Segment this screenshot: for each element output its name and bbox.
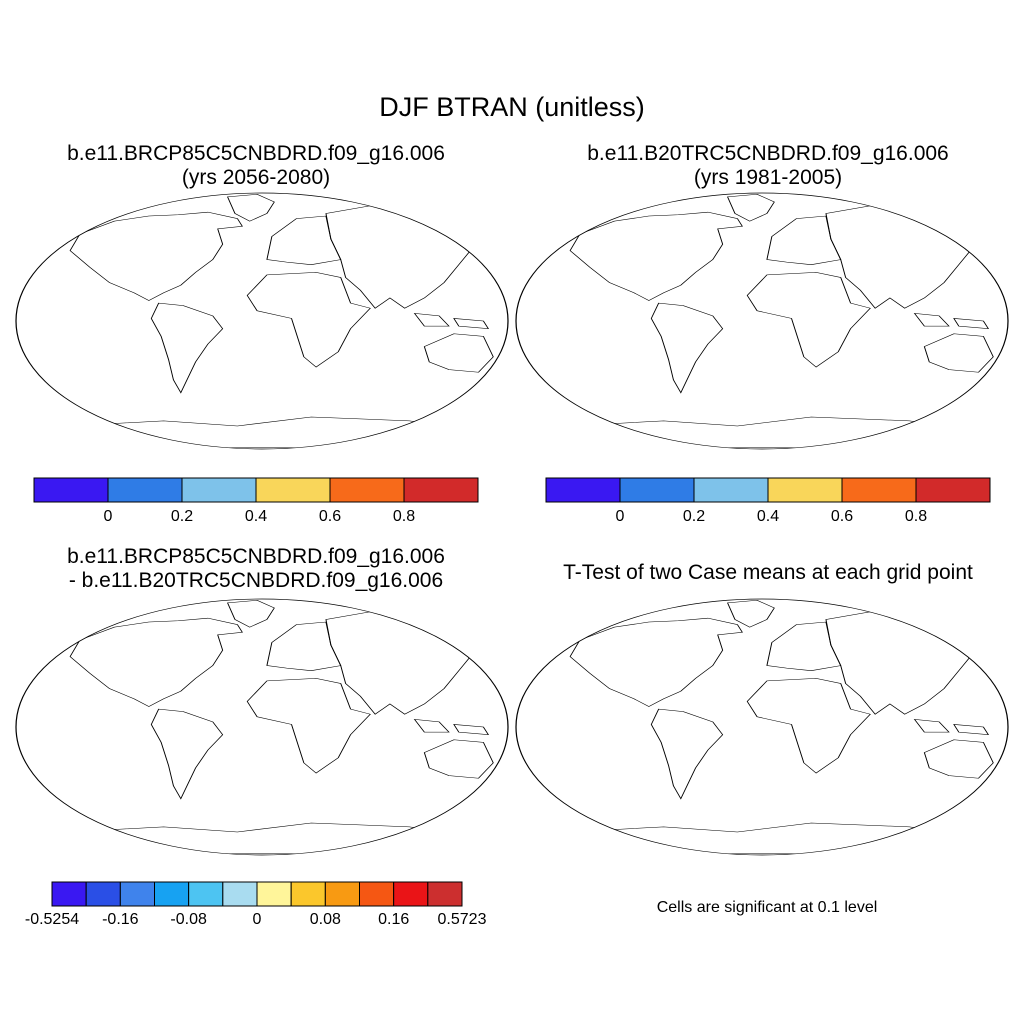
colorbar-label: -0.08 [170, 911, 207, 928]
map-panel-4 [515, 598, 1009, 856]
map-border [515, 192, 1009, 450]
colorbar-box [154, 881, 190, 907]
land-field-1 [70, 194, 494, 448]
colorbar-box [329, 477, 405, 503]
colorbar-box [619, 477, 695, 503]
colorbar-box [107, 477, 183, 503]
colorbar-box [393, 881, 429, 907]
land-field-3 [70, 600, 494, 854]
colorbar-box [915, 477, 991, 503]
colorbar-box [119, 881, 156, 907]
colorbar-label: 0.6 [831, 508, 853, 525]
map-border [515, 598, 1009, 856]
panel-2-title: b.e11.B20TRC5CNBDRD.f09_g16.006 (yrs 198… [512, 142, 1024, 190]
colorbar-label: 0.4 [757, 508, 779, 525]
coastlines [570, 600, 993, 853]
colorbar-1: 0 0.2 0.4 0.6 0.8 [33, 477, 479, 525]
map-panel-2 [515, 192, 1009, 450]
colorbar-box [290, 881, 326, 907]
colorbar-label: 0.2 [683, 508, 705, 525]
colorbar-label: 0 [253, 911, 262, 928]
colorbar-box [841, 477, 917, 503]
colorbar-box [51, 881, 87, 907]
panel-1-title-line2: (yrs 2056-2080) [181, 166, 331, 189]
colorbar-box [188, 881, 224, 907]
map-border [15, 192, 509, 450]
land-field-4 [570, 600, 994, 824]
panel-1-title: b.e11.BRCP85C5CNBDRD.f09_g16.006 (yrs 20… [0, 142, 512, 190]
coastlines [570, 194, 993, 447]
coastlines [70, 194, 493, 447]
colorbar-label: 0.8 [393, 508, 415, 525]
colorbar-box [359, 881, 395, 907]
panel-2-title-line1: b.e11.B20TRC5CNBDRD.f09_g16.006 [587, 142, 949, 165]
colorbar-box [767, 477, 843, 503]
panel-3-title-line2: - b.e11.B20TRC5CNBDRD.f09_g16.006 [68, 569, 444, 592]
panel-3-title: b.e11.BRCP85C5CNBDRD.f09_g16.006 - b.e11… [0, 545, 512, 593]
colorbar-box [693, 477, 769, 503]
colorbar-box [222, 881, 258, 907]
map-panel-3 [15, 598, 509, 856]
colorbar-box [256, 881, 292, 907]
colorbar-2: 0 0.2 0.4 0.6 0.8 [545, 477, 991, 525]
colorbar-label: 0.16 [378, 911, 409, 928]
colorbar-label: 0 [616, 508, 625, 525]
panel-2-title-line2: (yrs 1981-2005) [693, 166, 843, 189]
colorbar-label: 0 [104, 508, 113, 525]
colorbar-box [427, 881, 463, 907]
colorbar-label: 0.5723 [438, 911, 487, 928]
colorbar-label: 0.8 [905, 508, 927, 525]
colorbar-label: -0.5254 [25, 911, 79, 928]
colorbar-3: -0.5254 -0.16 -0.08 0 0.08 0.16 0.5723 [25, 881, 487, 928]
significance-note: Cells are significant at 0.1 level [656, 899, 878, 916]
coastlines [70, 600, 493, 853]
colorbar-label: 0.08 [310, 911, 341, 928]
panel-3-title-line1: b.e11.BRCP85C5CNBDRD.f09_g16.006 [67, 545, 445, 568]
main-title: DJF BTRAN (unitless) [379, 92, 645, 122]
colorbar-box [403, 477, 479, 503]
panel-4-title-line1: T-Test of two Case means at each grid po… [563, 561, 973, 584]
map-panel-1 [15, 192, 509, 450]
panel-1-title-line1: b.e11.BRCP85C5CNBDRD.f09_g16.006 [67, 142, 445, 165]
colorbar-box [85, 881, 121, 907]
map-border [15, 598, 509, 856]
colorbar-box [181, 477, 257, 503]
colorbar-label: 0.6 [319, 508, 341, 525]
colorbar-label: 0.4 [245, 508, 267, 525]
colorbar-box [324, 881, 361, 907]
colorbar-box [255, 477, 331, 503]
land-field-2 [570, 194, 994, 448]
panel-4-title: T-Test of two Case means at each grid po… [512, 561, 1024, 585]
colorbar-label: 0.2 [171, 508, 193, 525]
colorbar-box [545, 477, 621, 503]
colorbar-label: -0.16 [102, 911, 139, 928]
colorbar-box [33, 477, 109, 503]
